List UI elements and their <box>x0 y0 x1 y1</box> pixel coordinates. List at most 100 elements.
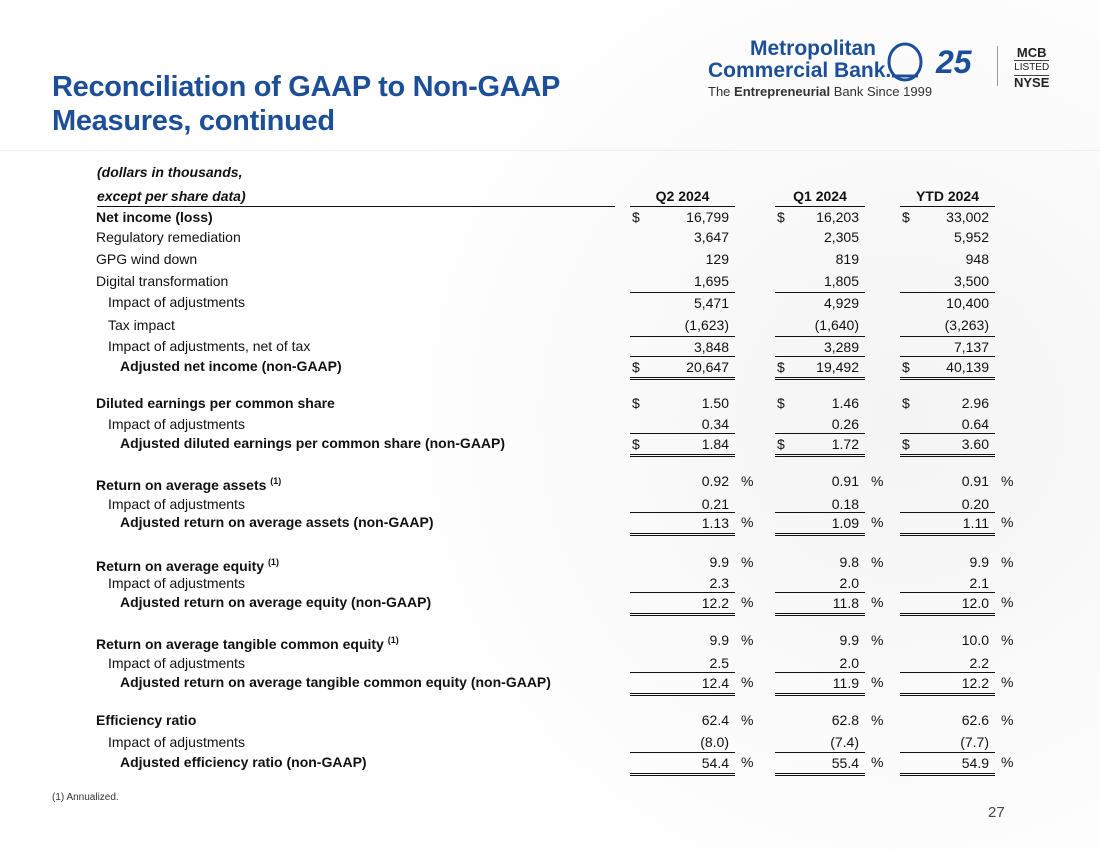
unit: % <box>871 514 884 530</box>
row-label: Adjusted efficiency ratio (non-GAAP) <box>120 752 367 772</box>
row-label: Impact of adjustments <box>108 292 245 312</box>
cell: $20,647 <box>630 356 735 380</box>
value: 5,471 <box>693 295 729 311</box>
cell: 0.18 <box>775 494 865 514</box>
cell: 7,137 <box>900 336 995 357</box>
cell: 3,647 <box>630 227 735 247</box>
row-label: Efficiency ratio <box>96 710 196 730</box>
value: 1.09 <box>831 515 859 531</box>
band <box>0 150 1100 151</box>
value: 19,492 <box>816 359 859 375</box>
cell: 55.4 <box>775 752 865 776</box>
cell: 54.9 <box>900 752 995 776</box>
value: 1.13 <box>701 515 729 531</box>
cell: 0.91 <box>900 471 995 491</box>
value: 1.72 <box>831 436 859 452</box>
cell: 0.26 <box>775 414 865 434</box>
row-label: Tax impact <box>108 315 175 335</box>
value: 7,137 <box>953 339 989 355</box>
value: 0.64 <box>961 416 989 432</box>
cell: 2.0 <box>775 653 865 673</box>
row-label: Adjusted return on average tangible comm… <box>120 672 551 692</box>
currency: $ <box>632 359 640 375</box>
value: 54.9 <box>961 755 989 771</box>
cell: 62.4 <box>630 710 735 730</box>
cell: (1,640) <box>775 315 865 335</box>
value: 2.2 <box>969 655 989 671</box>
logo-tagline: The Entrepreneurial Bank Since 1999 <box>708 84 932 99</box>
column-header: Q1 2024 <box>775 186 865 207</box>
cell: 9.9 <box>775 630 865 650</box>
value: (1,640) <box>814 317 859 333</box>
row-label: Impact of adjustments, net of tax <box>108 336 310 356</box>
exchange-text: NYSE <box>1014 75 1050 90</box>
cell: 1.13 <box>630 512 735 536</box>
cell: 3,289 <box>775 336 865 357</box>
cell: 1.09 <box>775 512 865 536</box>
value: 33,002 <box>946 209 989 225</box>
cell: 9.8 <box>775 552 865 572</box>
value: 11.8 <box>832 595 859 611</box>
label-note: (1) <box>387 635 399 645</box>
unit: % <box>741 594 754 610</box>
value: 10,400 <box>946 295 989 311</box>
unit: % <box>871 554 884 570</box>
value: 1,805 <box>823 273 859 289</box>
value: 0.20 <box>961 496 989 512</box>
unit: % <box>871 712 884 728</box>
value: 3,289 <box>823 339 859 355</box>
cell: $1.50 <box>630 393 735 413</box>
label-text: Impact of adjustments <box>108 734 245 750</box>
row-label: Adjusted return on average assets (non-G… <box>120 512 434 532</box>
label-text: GPG wind down <box>96 251 198 267</box>
cell: 62.6 <box>900 710 995 730</box>
unit: % <box>1001 754 1014 770</box>
cell: 9.9 <box>900 552 995 572</box>
tagline-bold: Entrepreneurial <box>734 84 831 99</box>
row-label: Net income (loss) <box>96 207 213 227</box>
currency: $ <box>777 359 785 375</box>
label-text: Return on average tangible common equity <box>96 636 384 652</box>
cell: 12.0 <box>900 592 995 616</box>
label-text: Impact of adjustments, net of tax <box>108 338 311 354</box>
exchange-text: LISTED <box>1014 60 1050 76</box>
cell: 1.11 <box>900 512 995 536</box>
currency: $ <box>777 395 785 411</box>
unit: % <box>1001 712 1014 728</box>
cell: 2.2 <box>900 653 995 673</box>
value: 12.4 <box>701 675 729 691</box>
value: (8.0) <box>700 734 729 750</box>
value: 12.2 <box>961 675 989 691</box>
value: 9.9 <box>839 632 859 648</box>
value: 3,500 <box>953 273 989 289</box>
exchange-text: MCB <box>1016 45 1047 60</box>
value: 948 <box>965 251 989 267</box>
cell: $16,799 <box>630 207 735 227</box>
cell: (3,263) <box>900 315 995 335</box>
unit: % <box>741 473 754 489</box>
cell: 819 <box>775 249 865 269</box>
logo-line: Metropolitan <box>750 37 876 60</box>
cell: 12.4 <box>630 672 735 696</box>
row-label: Digital transformation <box>96 271 228 291</box>
cell: (8.0) <box>630 732 735 752</box>
value: 10.0 <box>961 632 989 648</box>
value: 819 <box>835 251 859 267</box>
value: 55.4 <box>831 755 859 771</box>
unit: % <box>871 754 884 770</box>
value: 12.0 <box>961 595 989 611</box>
value: 1,695 <box>693 273 729 289</box>
label-text: Impact of adjustments <box>108 655 245 671</box>
cell: 0.64 <box>900 414 995 434</box>
value: 16,203 <box>816 209 859 225</box>
value: (1,623) <box>684 317 729 333</box>
label-note: (1) <box>267 557 279 567</box>
cell: 10.0 <box>900 630 995 650</box>
row-label: Return on average assets (1) <box>96 471 281 493</box>
label-text: Adjusted return on average equity (non-G… <box>120 594 432 610</box>
row-label: Adjusted diluted earnings per common sha… <box>120 433 505 453</box>
cell: 0.20 <box>900 494 995 514</box>
label-text: Adjusted net income (non-GAAP) <box>120 358 342 374</box>
cell: 11.9 <box>775 672 865 696</box>
cell: 0.92 <box>630 471 735 491</box>
